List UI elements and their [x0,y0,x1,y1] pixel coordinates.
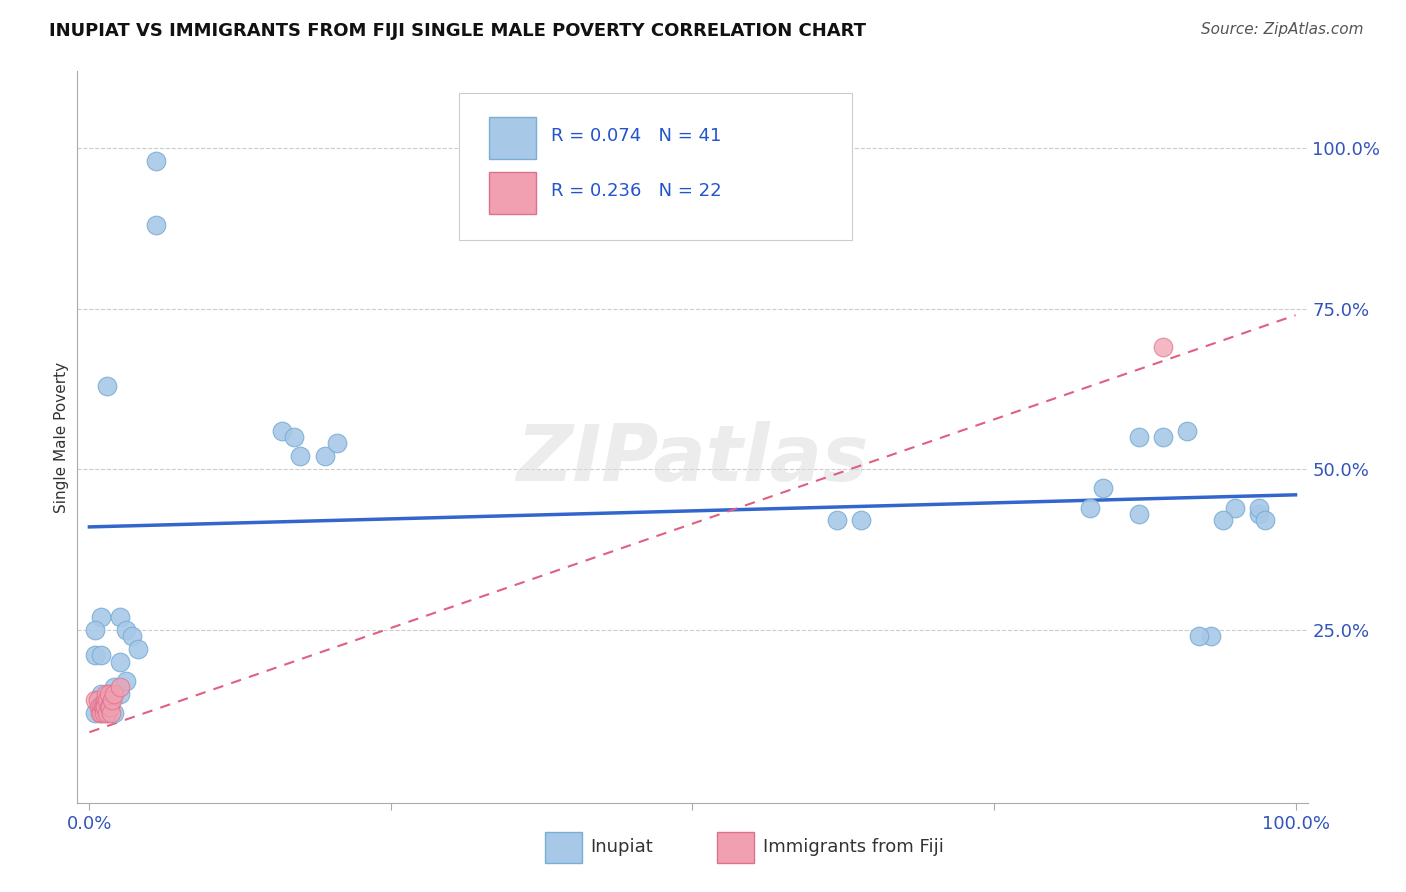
FancyBboxPatch shape [458,94,852,240]
Text: Source: ZipAtlas.com: Source: ZipAtlas.com [1201,22,1364,37]
FancyBboxPatch shape [546,832,582,863]
Point [127,641,149,656]
Point [108,687,131,701]
Point [89,706,111,720]
Point [108,609,131,624]
Text: R = 0.074   N = 41: R = 0.074 N = 41 [551,127,721,145]
Point [1225,500,1247,515]
Point [96,706,118,720]
Text: INUPIAT VS IMMIGRANTS FROM FIJI SINGLE MALE POVERTY CORRELATION CHART: INUPIAT VS IMMIGRANTS FROM FIJI SINGLE M… [49,22,866,40]
Point [121,629,143,643]
Point [97,699,120,714]
Point [91,699,114,714]
Point [93,699,115,714]
Point [145,154,167,169]
Point [96,687,118,701]
Point [87,699,110,714]
Point [271,424,294,438]
Point [90,648,112,663]
Point [851,514,873,528]
Point [108,655,131,669]
Point [290,450,312,464]
Point [96,378,118,392]
Point [103,706,125,720]
Point [84,706,107,720]
Point [283,430,305,444]
Point [84,648,107,663]
Point [1152,430,1174,444]
Point [90,609,112,624]
Point [1152,340,1174,354]
Point [84,623,107,637]
FancyBboxPatch shape [717,832,754,863]
Point [101,693,124,707]
Point [96,706,118,720]
Text: Inupiat: Inupiat [591,838,654,855]
Point [1199,629,1222,643]
Point [114,623,136,637]
Point [94,693,117,707]
Point [1128,430,1150,444]
Point [145,219,167,233]
Text: ZIPatlas: ZIPatlas [516,421,869,497]
Point [96,693,118,707]
Point [98,699,121,714]
Point [108,681,131,695]
Point [325,436,347,450]
Point [1188,629,1211,643]
Text: R = 0.236   N = 22: R = 0.236 N = 22 [551,182,721,200]
Point [94,699,117,714]
Point [100,706,122,720]
Point [1254,514,1277,528]
Text: Immigrants from Fiji: Immigrants from Fiji [762,838,943,855]
Point [1212,514,1234,528]
Point [90,699,112,714]
Point [87,693,110,707]
Point [1249,507,1271,521]
Point [314,450,336,464]
Point [1091,482,1114,496]
FancyBboxPatch shape [489,171,536,214]
Point [90,699,112,714]
Point [1175,424,1198,438]
FancyBboxPatch shape [489,117,536,159]
Point [90,687,112,701]
Y-axis label: Single Male Poverty: Single Male Poverty [53,361,69,513]
Point [97,687,120,701]
Point [103,687,125,701]
Point [103,681,125,695]
Point [96,693,118,707]
Point [90,706,112,720]
Point [93,706,115,720]
Point [84,693,107,707]
Point [825,514,848,528]
Point [1249,500,1271,515]
Point [1128,507,1150,521]
Point [1080,500,1102,515]
Point [114,673,136,688]
